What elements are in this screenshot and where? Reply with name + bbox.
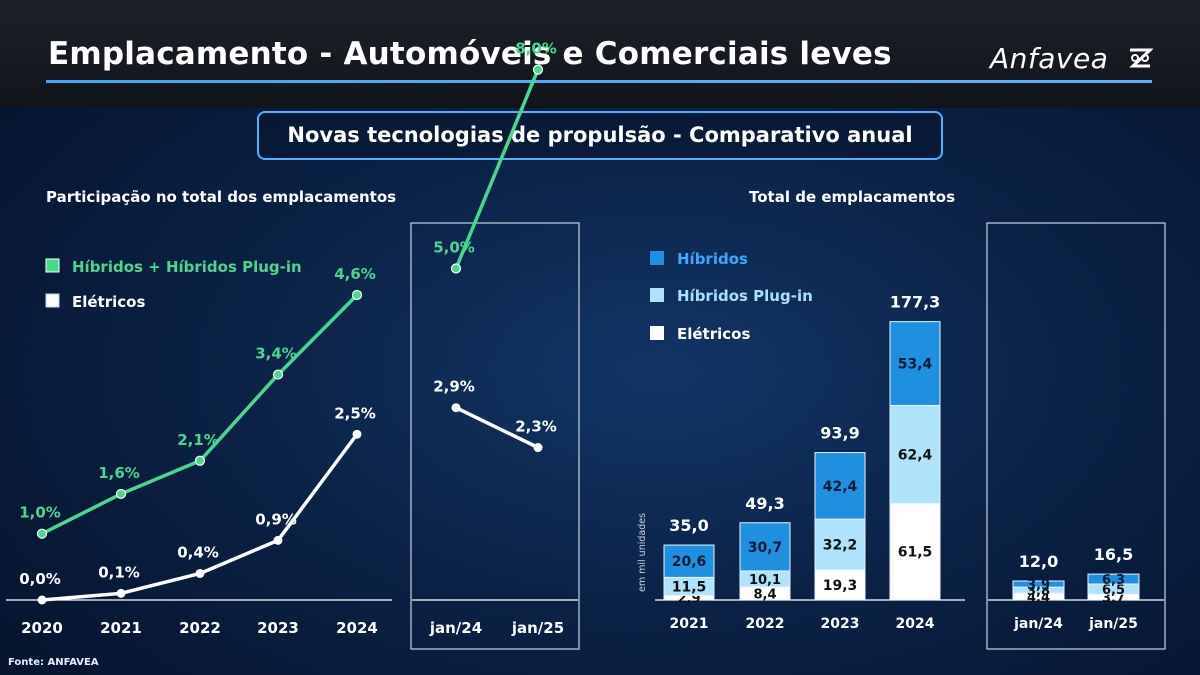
monthly-totals-segment-label-eletricos: 3,7 <box>1102 591 1125 606</box>
monthly-totals-segment-label-eletricos: 4,4 <box>1027 591 1050 606</box>
monthly-totals-bar-segment-hibridos <box>1012 580 1065 588</box>
title-underline <box>46 80 1152 83</box>
annual-share-point-eletricos <box>116 588 126 598</box>
annual-share-data-label-eletricos: 2,5% <box>334 404 376 422</box>
annual-share-x-tick-label: 2023 <box>257 619 299 637</box>
legend-label-eletricos: Elétricos <box>72 293 145 311</box>
annual-totals-segment-label-hibridos: 53,4 <box>898 357 933 373</box>
header-bar <box>0 0 1200 108</box>
legend-swatch-eletricos <box>650 326 664 340</box>
annual-totals-x-tick-label: 2022 <box>746 616 785 632</box>
monthly-share-point-hibridos <box>450 263 462 274</box>
annual-totals-segment-label-plugin: 32,2 <box>823 537 858 553</box>
annual-share-data-label-hibridos: 1,6% <box>98 464 140 482</box>
annual-share-point-hibridos <box>36 528 48 539</box>
panel-frame-monthly-totals <box>986 222 1166 650</box>
monthly-share-data-label-eletricos: 2,9% <box>433 378 475 396</box>
annual-share-point-eletricos <box>273 535 283 545</box>
monthly-share-x-tick-label: jan/24 <box>429 619 482 637</box>
monthly-share-data-label-eletricos: 2,3% <box>515 418 557 436</box>
legend-label-plugin: Híbridos Plug-in <box>677 287 813 305</box>
legend-label-hibridos-plugin: Híbridos + Híbridos Plug-in <box>72 258 302 276</box>
chart-subtitle: Novas tecnologias de propulsão - Compara… <box>257 111 943 160</box>
annual-totals-bar-segment-hibridos <box>739 522 791 572</box>
annual-totals-segment-label-plugin: 10,1 <box>749 573 781 588</box>
monthly-totals-total-label: 12,0 <box>1019 552 1058 571</box>
annual-share-data-label-eletricos: 0,1% <box>98 563 140 581</box>
annual-totals-x-tick-label: 2021 <box>670 616 709 632</box>
annual-totals-total-label: 177,3 <box>890 293 941 312</box>
monthly-share-data-label-hibridos: 5,0% <box>433 239 475 257</box>
annual-share-x-tick-label: 2024 <box>336 619 378 637</box>
left-section-title: Participação no total dos emplacamentos <box>46 188 397 206</box>
monthly-share-point-hibridos <box>532 64 544 75</box>
annual-share-point-hibridos <box>272 369 284 380</box>
annual-share-x-tick-label: 2022 <box>179 619 221 637</box>
legend-swatch-hibridos <box>650 251 664 265</box>
anfavea-logo-icon <box>1129 48 1153 68</box>
annual-totals-segment-label-hibridos: 30,7 <box>748 540 783 556</box>
y-axis-unit-label: em mil unidades <box>637 513 648 592</box>
annual-share-x-tick-label: 2021 <box>100 619 142 637</box>
annual-totals-x-tick-label: 2023 <box>821 616 860 632</box>
monthly-totals-x-tick-label: jan/24 <box>1013 616 1063 632</box>
right-section-title: Total de emplacamentos <box>749 188 956 206</box>
annual-totals-x-tick-label: 2024 <box>896 616 935 632</box>
monthly-totals-segment-label-plugin: 3,8 <box>1027 584 1050 599</box>
anfavea-logo: Anfavea <box>990 42 1109 75</box>
annual-totals-segment-label-plugin: 11,5 <box>672 579 707 595</box>
annual-share-point-hibridos <box>194 455 206 466</box>
annual-totals-segment-label-eletricos: 61,5 <box>898 545 933 561</box>
annual-totals-bar-segment-hibridos <box>889 321 941 406</box>
annual-totals-total-label: 35,0 <box>669 516 708 535</box>
monthly-totals-bar-segment-hibridos <box>1087 573 1140 585</box>
monthly-share-x-tick-label: jan/25 <box>511 619 564 637</box>
annual-share-data-label-eletricos: 0,0% <box>19 570 61 588</box>
annual-totals-total-label: 93,9 <box>820 424 859 443</box>
annual-share-data-label-hibridos: 1,0% <box>19 504 61 522</box>
annual-share-data-label-hibridos: 3,4% <box>255 345 297 363</box>
annual-totals-bar-segment-eletricos <box>814 569 866 601</box>
legend-swatch-hibridos-plugin <box>45 258 60 273</box>
monthly-share-data-label-hibridos: 8,0% <box>515 40 557 58</box>
panel-frame-monthly-share <box>410 222 580 650</box>
annual-totals-bar-segment-hibridos <box>663 544 715 578</box>
annual-totals-segment-label-plugin: 62,4 <box>898 447 933 463</box>
annual-share-point-hibridos <box>115 488 127 500</box>
annual-totals-segment-label-hibridos: 42,4 <box>823 479 858 495</box>
legend-label-hibridos: Híbridos <box>677 250 748 268</box>
legend-swatch-plugin <box>650 288 664 302</box>
annual-totals-segment-label-eletricos: 8,4 <box>753 587 776 602</box>
annual-share-point-eletricos <box>195 568 205 578</box>
monthly-share-series-line-eletricos <box>455 406 539 450</box>
annual-totals-bar-segment-hibridos <box>814 452 866 520</box>
monthly-totals-segment-label-hibridos: 3,9 <box>1027 578 1050 593</box>
annual-share-x-tick-label: 2020 <box>21 619 63 637</box>
annual-totals-bar-segment-plugin <box>814 518 866 571</box>
annual-share-data-label-hibridos: 2,1% <box>177 431 219 449</box>
source-note: Fonte: ANFAVEA <box>8 657 99 668</box>
monthly-totals-segment-label-plugin: 6,5 <box>1102 583 1125 598</box>
annual-share-point-eletricos <box>37 595 47 605</box>
monthly-totals-segment-label-hibridos: 6,3 <box>1102 573 1125 588</box>
annual-share-point-eletricos <box>352 429 362 439</box>
monthly-totals-total-label: 16,5 <box>1094 545 1133 564</box>
annual-share-data-label-hibridos: 4,6% <box>334 265 376 283</box>
annual-totals-segment-label-hibridos: 20,6 <box>672 554 707 570</box>
annual-share-data-label-eletricos: 0,9% <box>255 510 297 528</box>
annual-share-data-label-eletricos: 0,4% <box>177 543 219 561</box>
annual-share-point-hibridos <box>351 289 363 301</box>
annual-totals-bar-segment-plugin <box>889 404 941 504</box>
monthly-share-series-line-hibridos <box>454 68 540 270</box>
legend-swatch-eletricos <box>45 293 60 308</box>
annual-totals-segment-label-eletricos: 19,3 <box>823 578 858 594</box>
annual-totals-bar-segment-eletricos <box>889 502 941 601</box>
page-title: Emplacamento - Automóveis e Comerciais l… <box>48 36 892 72</box>
monthly-totals-x-tick-label: jan/25 <box>1088 616 1138 632</box>
annual-totals-total-label: 49,3 <box>745 494 784 513</box>
monthly-share-point-eletricos <box>451 403 461 413</box>
monthly-share-point-eletricos <box>533 443 543 453</box>
legend-label-eletricos: Elétricos <box>677 325 750 343</box>
